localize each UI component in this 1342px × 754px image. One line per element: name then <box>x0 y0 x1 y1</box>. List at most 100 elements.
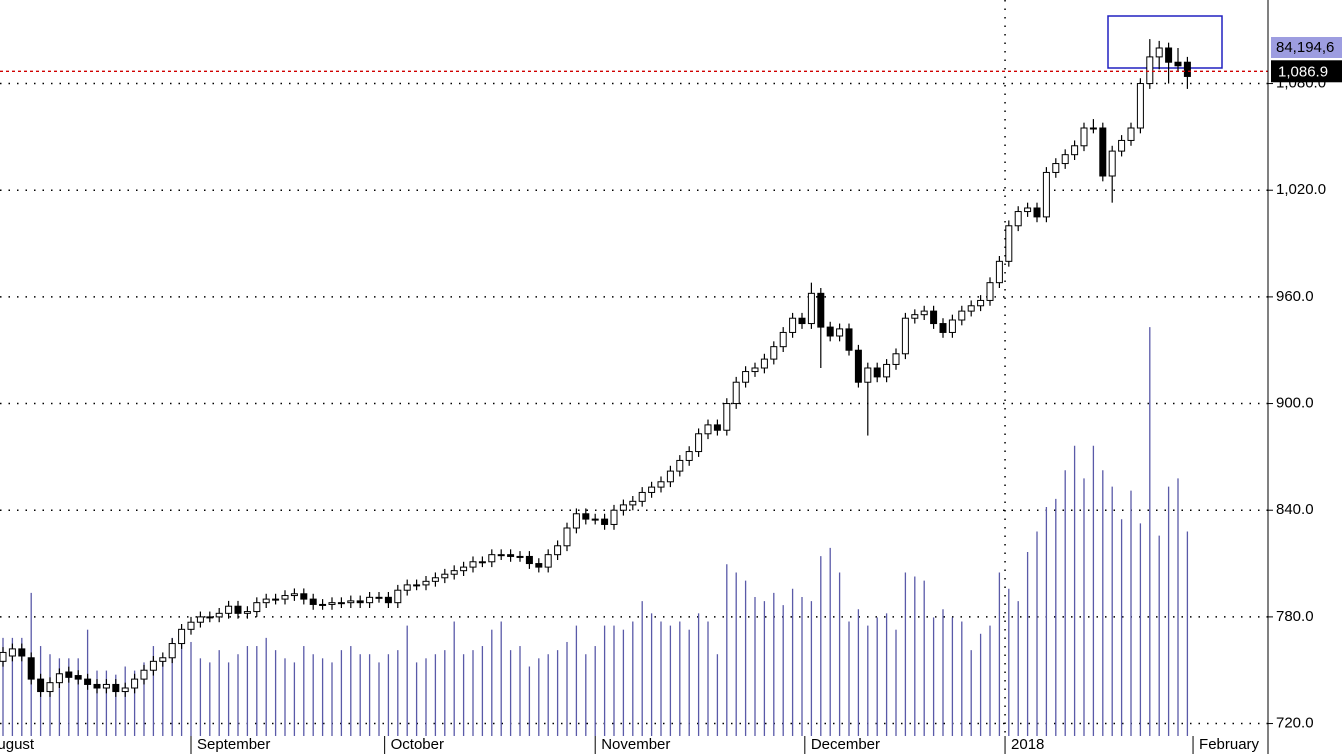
candle-body <box>27 657 35 680</box>
candle-body <box>309 598 317 605</box>
candle-body <box>1108 150 1116 177</box>
candle-body <box>347 600 355 604</box>
candle-body <box>535 563 543 568</box>
candle-body <box>1136 83 1144 129</box>
candle-body <box>253 602 261 613</box>
candle-body <box>262 598 270 604</box>
candle-body <box>450 570 458 575</box>
candle-body <box>1099 127 1107 177</box>
candle-body <box>74 675 82 680</box>
candle-body <box>488 554 496 563</box>
candle-body <box>394 589 402 604</box>
candle-body <box>140 669 148 680</box>
candle-body <box>892 353 900 365</box>
x-tick-label: November <box>601 736 670 753</box>
candle-body <box>563 527 571 547</box>
candle-body <box>854 349 862 383</box>
candle-body <box>1052 163 1060 173</box>
candle-body <box>225 605 233 614</box>
candle-body <box>102 683 110 689</box>
candle-body <box>384 596 392 604</box>
candle-body <box>685 451 693 461</box>
candle-body <box>46 682 54 693</box>
candle-body <box>234 605 242 614</box>
candle-body <box>497 554 505 557</box>
candle-body <box>648 486 656 493</box>
candle-body <box>1024 207 1032 213</box>
candle-body <box>1165 47 1173 63</box>
candle-body <box>516 555 524 558</box>
candle-body <box>290 593 298 597</box>
candle-body <box>93 683 101 689</box>
candle-body <box>441 573 449 579</box>
candle-body <box>65 671 73 678</box>
candle-body <box>431 577 439 582</box>
candle-body <box>121 687 129 693</box>
candle-body <box>413 584 421 587</box>
candle-body <box>920 310 928 316</box>
candle-body <box>1042 171 1050 218</box>
candle-body <box>967 305 975 312</box>
y-tick-label: 1,020.0 <box>1276 181 1326 198</box>
candle-body <box>629 500 637 506</box>
candle-body <box>817 292 825 328</box>
candle-body <box>356 600 364 604</box>
candle-body <box>1014 211 1022 227</box>
candle-body <box>243 611 251 614</box>
candle-body <box>507 554 515 557</box>
candle-body <box>873 367 881 378</box>
candle-body <box>84 678 92 685</box>
candle-body <box>713 424 721 431</box>
candle-body <box>149 660 157 671</box>
candle-body <box>460 566 468 572</box>
candle-body <box>37 678 45 693</box>
volume-label: 84,194,6 <box>1276 39 1334 56</box>
candle-body <box>478 561 486 564</box>
candle-body <box>375 596 383 599</box>
y-tick-label: 840.0 <box>1276 501 1314 518</box>
candle-body <box>742 371 750 383</box>
candle-body <box>1118 139 1126 152</box>
candle-body <box>619 504 627 511</box>
candle-body <box>572 513 580 529</box>
candle-body <box>995 260 1003 284</box>
candle-body <box>939 323 947 333</box>
candle-body <box>695 433 703 453</box>
candle-body <box>178 628 186 645</box>
candle-body <box>760 358 768 369</box>
candle-body <box>807 292 815 325</box>
y-tick-label: 960.0 <box>1276 288 1314 305</box>
x-tick-label: February <box>1199 736 1260 753</box>
price-label-box <box>1271 60 1342 83</box>
candle-body <box>328 602 336 605</box>
candle-body <box>55 673 63 684</box>
candle-body <box>1127 127 1135 141</box>
candle-body <box>1174 61 1182 67</box>
candle-body <box>18 648 26 657</box>
x-tick-label: August <box>0 736 35 753</box>
candle-body <box>159 657 167 662</box>
candle-body <box>582 513 590 520</box>
candle-body <box>0 651 7 662</box>
candle-body <box>1061 154 1069 165</box>
volume-label-box <box>1271 37 1342 58</box>
candle-body <box>883 363 891 378</box>
candle-body <box>911 314 919 319</box>
candle-body <box>1183 61 1191 77</box>
x-tick-label: September <box>197 736 270 753</box>
candle-body <box>544 554 552 568</box>
price-label: 1,086.9 <box>1278 63 1328 80</box>
candle-body <box>901 317 909 355</box>
candle-body <box>131 678 139 689</box>
candle-body <box>704 424 712 435</box>
candle-body <box>319 603 327 606</box>
candle-body <box>779 331 787 348</box>
candle-body <box>206 616 214 619</box>
x-tick-label: October <box>391 736 444 753</box>
candle-body <box>554 545 562 556</box>
candle-body <box>676 459 684 472</box>
candle-body <box>977 299 985 307</box>
candle-body <box>1089 127 1097 130</box>
candle-body <box>657 481 665 488</box>
